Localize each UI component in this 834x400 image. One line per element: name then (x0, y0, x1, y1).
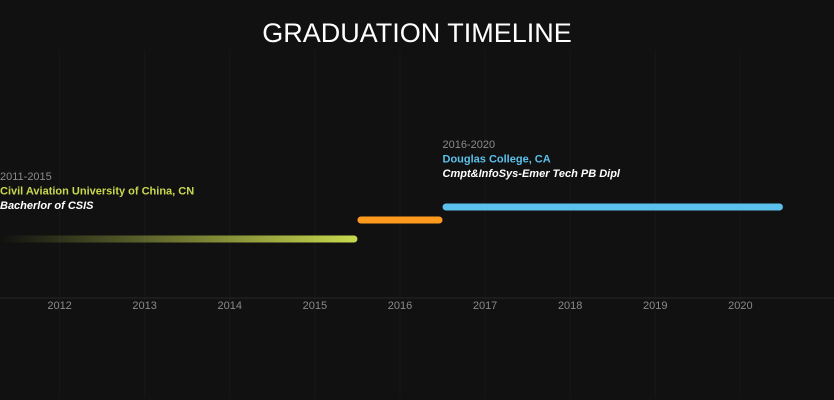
annotation-school-2: Douglas College, CA (443, 154, 551, 166)
annotation-degree-0: Bacherlor of CSIS (0, 200, 94, 212)
x-tick-label-2017: 2017 (473, 300, 497, 312)
timeline-bars (0, 203, 783, 243)
annotation-degree-2: Cmpt&InfoSys-Emer Tech PB Dipl (443, 168, 621, 180)
x-axis-ticks: 2012 2013 2014 2015 2016 2017 2018 2019 2020 (47, 300, 752, 312)
x-tick-label-2013: 2013 (132, 300, 156, 312)
timeline-bar-1 (357, 216, 443, 224)
x-tick-label-2012: 2012 (47, 300, 71, 312)
x-tick-label-2020: 2020 (728, 300, 752, 312)
x-tick-label-2019: 2019 (643, 300, 667, 312)
x-tick-label-2014: 2014 (218, 300, 242, 312)
timeline-bar-2 (442, 203, 783, 211)
chart-title: GRADUATION TIMELINE (262, 18, 572, 48)
timeline-bar-0 (0, 235, 358, 243)
annotation-period-2: 2016-2020 (443, 139, 496, 151)
x-tick-label-2018: 2018 (558, 300, 582, 312)
x-tick-label-2015: 2015 (303, 300, 327, 312)
annotation-school-0: Civil Aviation University of China, CN (0, 186, 194, 198)
annotations: 2011-2015 Civil Aviation University of Ch… (0, 139, 621, 212)
grid (0, 50, 834, 398)
x-tick-label-2016: 2016 (388, 300, 412, 312)
annotation-period-0: 2011-2015 (0, 171, 52, 183)
